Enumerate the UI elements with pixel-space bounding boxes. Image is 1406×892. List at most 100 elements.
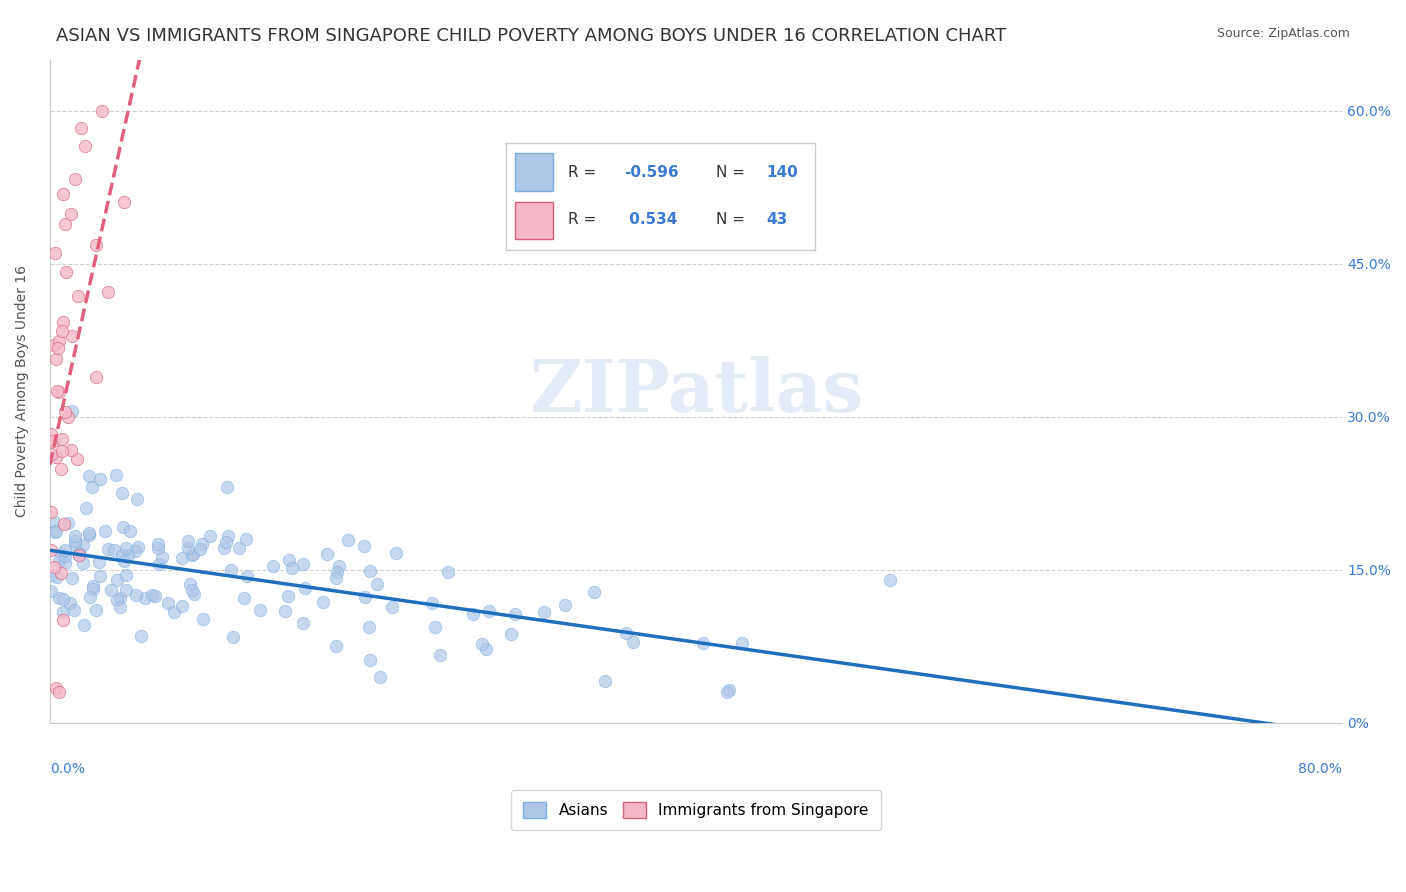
Point [429,648,451,662]
Point [262,559,284,574]
Point [125,588,148,602]
Point [146,541,169,556]
Point [52,613,75,627]
Point [274,604,297,618]
Point [277,589,299,603]
Point [45,524,67,538]
Point [316,547,339,561]
Point [55,265,77,279]
Point [105,593,128,607]
Point [67,289,90,303]
Point [63,538,86,552]
Point [111,549,134,563]
Text: ASIAN VS IMMIGRANTS FROM SINGAPORE CHILD POVERTY AMONG BOYS UNDER 16 CORRELATION: ASIAN VS IMMIGRANTS FROM SINGAPORE CHILD… [56,27,1007,45]
Point [41,434,63,448]
Point [39,568,62,582]
Point [46,341,69,355]
Point [103,543,125,558]
Point [39,427,62,442]
Point [97,285,120,300]
Point [59,596,82,610]
Text: -0.596: -0.596 [624,165,678,180]
Point [215,535,238,549]
Point [177,533,200,548]
Point [478,604,501,618]
Point [51,591,73,606]
Point [312,595,335,609]
Point [51,432,73,446]
Point [188,541,211,556]
Point [359,565,381,579]
Point [716,685,738,699]
Point [56,409,79,424]
Point [112,194,135,209]
Point [425,620,447,634]
Point [89,472,111,486]
Point [127,491,149,506]
Point [172,551,194,566]
Point [49,461,72,475]
Point [436,565,458,579]
Point [181,548,204,562]
Point [82,582,104,596]
Point [86,370,108,384]
Point [46,384,69,399]
Text: ZIPatlas: ZIPatlas [529,356,863,426]
Text: N =: N = [717,212,751,227]
Text: N =: N = [717,165,751,180]
Point [582,585,605,599]
Point [53,405,76,419]
Point [53,556,76,570]
Point [48,591,70,605]
Point [52,605,75,619]
Point [501,627,523,641]
Point [63,534,86,549]
Point [359,620,381,634]
Point [39,543,62,558]
Point [51,547,73,561]
Point [593,674,616,689]
Point [44,246,66,260]
Point [385,545,408,559]
Point [176,541,198,555]
FancyBboxPatch shape [516,202,553,239]
Point [219,563,242,577]
Point [63,172,86,186]
Point [217,529,239,543]
Text: R =: R = [568,165,602,180]
Point [163,605,186,619]
Point [67,546,90,560]
Point [325,639,347,653]
Point [198,529,221,543]
Point [146,537,169,551]
Point [60,329,83,343]
Point [53,549,76,563]
Point [471,637,494,651]
Point [111,519,134,533]
Point [42,515,65,529]
Text: 140: 140 [766,165,797,180]
Point [118,524,141,538]
Text: Source: ZipAtlas.com: Source: ZipAtlas.com [1216,27,1350,40]
Point [621,635,644,649]
Point [70,120,93,135]
Point [420,596,443,610]
Point [48,685,70,699]
Point [108,591,131,606]
Point [87,556,110,570]
Point [134,591,156,606]
Point [97,541,120,556]
Point [461,607,484,622]
Point [62,603,84,617]
Point [48,554,70,568]
Point [84,603,107,617]
Point [94,524,117,539]
Point [110,600,132,615]
Point [44,525,66,540]
Point [77,528,100,542]
Point [359,653,381,667]
FancyBboxPatch shape [516,153,553,191]
Text: 0.0%: 0.0% [49,763,84,776]
Point [45,450,67,464]
Point [115,583,138,598]
